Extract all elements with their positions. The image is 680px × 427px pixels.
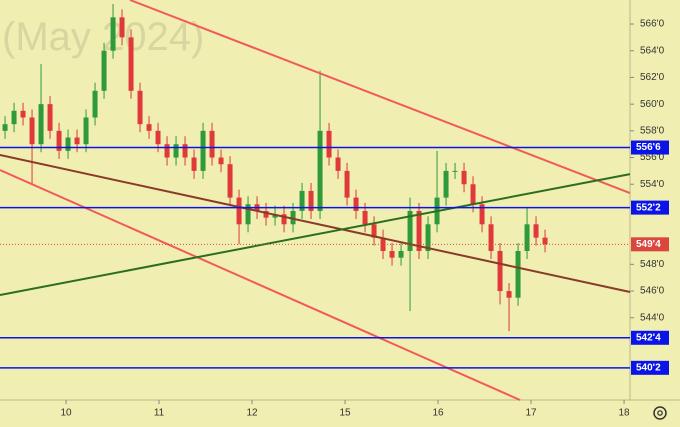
candle-body <box>515 251 521 298</box>
candle-body <box>281 214 287 225</box>
candle-body <box>74 137 80 145</box>
y-tick-label: 554'0 <box>640 179 665 190</box>
candle-body <box>182 144 188 158</box>
candle-body <box>272 214 278 218</box>
candle-body <box>488 224 494 252</box>
gear-ring[interactable] <box>653 406 667 420</box>
candle-body <box>155 130 161 145</box>
candle-body <box>11 110 17 125</box>
candle-body <box>398 251 404 258</box>
candle-body <box>497 251 503 292</box>
plot-area <box>0 0 631 401</box>
candle-body <box>371 224 377 238</box>
candle-body <box>299 190 305 211</box>
y-tick-label: 558'0 <box>640 125 665 136</box>
level-tag <box>631 330 669 345</box>
candle-body <box>236 197 242 225</box>
candle-body <box>443 170 449 198</box>
candle-body <box>128 37 134 91</box>
candle-body <box>137 90 143 125</box>
level-tag <box>631 360 669 375</box>
candle-body <box>20 110 26 118</box>
candle-body <box>524 224 530 252</box>
candle-body <box>146 124 152 131</box>
candle-body <box>416 210 422 252</box>
level-label: 556'6 <box>636 142 661 153</box>
candle-body <box>83 117 89 145</box>
y-tick-label: 556'0 <box>640 152 665 163</box>
candle-body <box>290 210 296 225</box>
y-tick-label: 564'0 <box>640 45 665 56</box>
y-tick-label: 562'0 <box>640 72 665 83</box>
trend-line <box>0 169 521 401</box>
candle-body <box>470 184 476 205</box>
trend-line <box>129 0 631 194</box>
level-label: 552'2 <box>636 202 661 213</box>
candle-body <box>92 90 98 118</box>
trend-line <box>0 154 631 293</box>
level-label: 540'2 <box>636 362 661 373</box>
settings-icon[interactable] <box>653 406 667 420</box>
candle-body <box>56 130 62 151</box>
candle-body <box>218 157 224 165</box>
candle-body <box>164 144 170 158</box>
candle-body <box>380 237 386 252</box>
y-tick-label: 560'0 <box>640 99 665 110</box>
candle-body <box>533 224 539 238</box>
candle-body <box>2 124 8 131</box>
candle-body <box>47 104 53 131</box>
x-tick-label: 18 <box>618 408 630 419</box>
candle-body <box>200 130 206 171</box>
level-tag <box>631 140 669 155</box>
candle-body <box>173 144 179 158</box>
candle-body <box>308 190 314 211</box>
x-tick-label: 17 <box>525 408 537 419</box>
candle-body <box>344 170 350 198</box>
candle-body <box>335 157 341 171</box>
candle-body <box>407 210 413 252</box>
candle-body <box>479 204 485 225</box>
candle-body <box>317 130 323 211</box>
candle-body <box>245 204 251 225</box>
candle-body <box>389 251 395 258</box>
level-tag <box>631 200 669 215</box>
x-tick-label: 11 <box>154 408 165 419</box>
candle-body <box>326 130 332 158</box>
candle-body <box>191 157 197 171</box>
candle-body <box>38 104 44 145</box>
candle-body <box>461 170 467 185</box>
candle-body <box>542 237 548 245</box>
candle-body <box>425 224 431 252</box>
level-label: 542'4 <box>636 332 661 343</box>
candle-body <box>119 17 125 38</box>
candle-body <box>362 210 368 225</box>
candle-body <box>506 291 512 298</box>
candle-body <box>353 197 359 211</box>
x-tick-label: 10 <box>60 408 72 419</box>
x-tick-label: 12 <box>246 408 258 419</box>
candle-body <box>29 117 35 145</box>
y-tick-label: 548'0 <box>640 259 665 270</box>
candle-body <box>65 137 71 151</box>
x-tick-label: 16 <box>432 408 444 419</box>
x-tick-label: 15 <box>339 408 351 419</box>
y-tick-label: 566'0 <box>640 19 665 30</box>
last-price-tag <box>631 237 669 252</box>
candle-body <box>110 17 116 51</box>
y-tick-label: 546'0 <box>640 286 665 297</box>
candle-body <box>101 50 107 91</box>
candle-body <box>263 210 269 218</box>
y-tick-label: 544'0 <box>640 312 665 323</box>
candle-body <box>452 170 458 172</box>
last-price-label: 549'4 <box>636 239 661 250</box>
candle-body <box>227 164 233 198</box>
candle-body <box>209 130 215 158</box>
gear-hole[interactable] <box>657 410 663 416</box>
trend-line <box>0 173 631 297</box>
